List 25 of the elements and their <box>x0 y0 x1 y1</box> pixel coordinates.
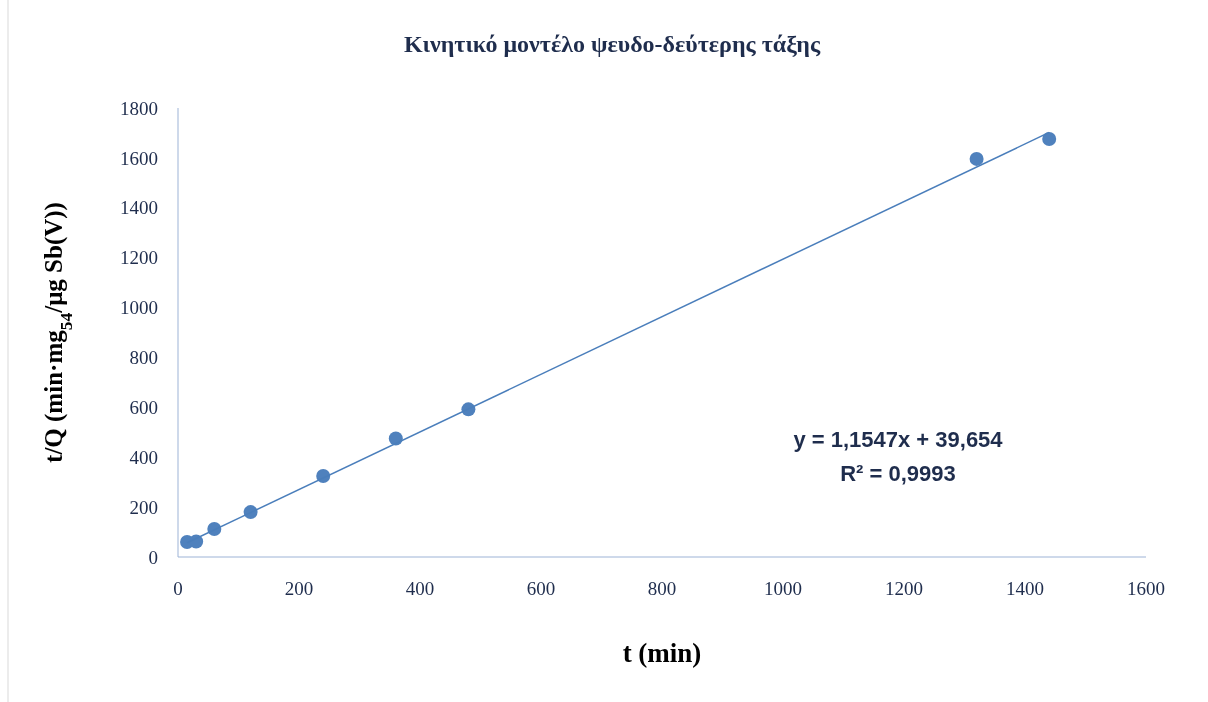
y-tick-label: 0 <box>148 546 158 568</box>
x-tick-label: 800 <box>647 578 677 599</box>
y-tick-label: 1800 <box>120 97 158 119</box>
x-tick-label: 400 <box>405 578 435 599</box>
x-axis-title: t (min) <box>622 638 702 668</box>
point <box>1042 131 1057 146</box>
y-tick-label: 200 <box>129 496 158 518</box>
annotation: y = 1,1547x + 39,654 <box>793 427 1004 452</box>
x-tick-label: 1200 <box>885 578 923 599</box>
x-tick-label: 1400 <box>1006 578 1044 599</box>
chart-title: Κινητικό μοντέλο ψευδο-δεύτερης τάξης <box>403 31 821 57</box>
x-tick-label: 600 <box>526 578 556 599</box>
annotation: R² = 0,9993 <box>840 461 956 486</box>
x-tick-label: 1000 <box>764 578 802 599</box>
y-tick-label: 1200 <box>120 247 158 269</box>
x-tick-label: 200 <box>284 578 314 599</box>
y-tick-label: 1600 <box>120 147 158 169</box>
point <box>969 151 984 166</box>
y-tick-label: 400 <box>129 446 158 468</box>
y-tick-label: 800 <box>129 347 158 369</box>
y-tick-label: 600 <box>129 396 158 418</box>
x-tick-label: 1600 <box>1127 578 1165 599</box>
y-tick-label: 1400 <box>120 197 158 219</box>
y-tick-label: 1000 <box>120 297 158 319</box>
x-tick-label: 0 <box>173 578 183 599</box>
